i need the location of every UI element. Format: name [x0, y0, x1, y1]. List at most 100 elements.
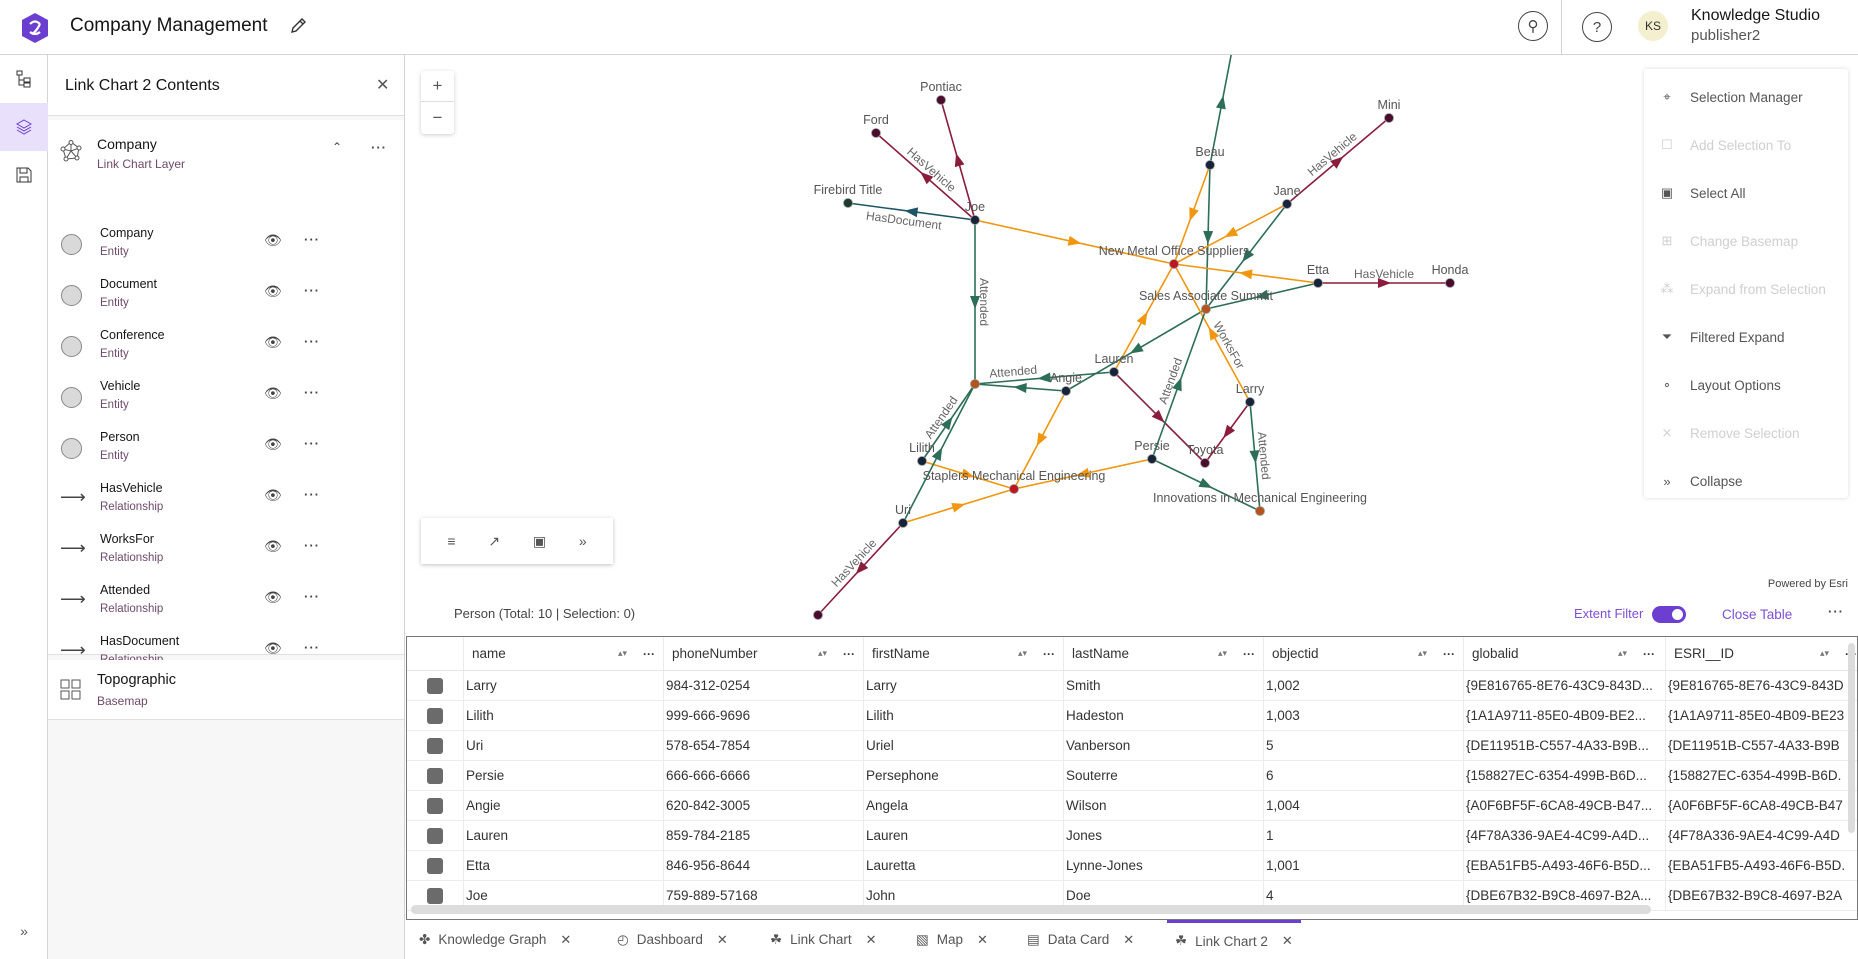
close-tab-icon[interactable]: ✕ — [1281, 933, 1293, 948]
edge-worksfor[interactable] — [974, 219, 1175, 265]
edge-attended[interactable] — [1205, 203, 1288, 310]
vertical-scrollbar[interactable] — [1848, 643, 1855, 833]
row-checkbox[interactable] — [427, 708, 443, 724]
close-table-button[interactable]: Close Table — [1722, 607, 1793, 622]
sort-icon[interactable]: ▴▾ — [1217, 648, 1227, 658]
node-conference[interactable]: Sales Associate Summit — [1139, 289, 1274, 314]
node-person[interactable]: Angie — [1050, 371, 1082, 396]
column-options-button[interactable]: ··· — [1443, 646, 1455, 661]
edge-attended[interactable] — [902, 383, 976, 524]
sort-icon[interactable]: ▴▾ — [1017, 648, 1027, 658]
row-checkbox[interactable] — [427, 768, 443, 784]
item-options-button[interactable]: ··· — [304, 538, 320, 553]
tab-dashboard[interactable]: ◴ Dashboard ✕ — [617, 920, 728, 959]
edge-worksfor[interactable] — [1013, 458, 1153, 490]
edge-worksfor[interactable] — [1173, 263, 1319, 284]
edge-hasvehicle[interactable] — [940, 99, 976, 221]
sort-icon[interactable]: ▴▾ — [1819, 648, 1829, 658]
eye-icon[interactable]: 👁︎ — [264, 589, 282, 605]
table-row[interactable]: Persie 666-666-6666 Persephone Souterre 6 {15… — [407, 761, 1857, 791]
node-person[interactable]: Joe — [965, 200, 985, 225]
item-options-button[interactable]: ··· — [304, 640, 320, 655]
node-vehicle[interactable]: Ford — [863, 113, 889, 138]
column-options-button[interactable]: ··· — [1043, 646, 1055, 661]
node-person[interactable]: Lilith — [909, 441, 935, 466]
collapse-layer-button[interactable]: ⌃ — [332, 140, 342, 154]
layer-item-attended[interactable]: ⟶ Attended Relationship 👁︎ ··· — [48, 577, 404, 627]
layer-item-company[interactable]: Company Entity 👁︎ ··· — [48, 220, 404, 270]
node-person[interactable]: Persie — [1134, 439, 1170, 464]
item-options-button[interactable]: ··· — [304, 334, 320, 349]
column-options-button[interactable]: ··· — [843, 646, 855, 661]
edge-worksfor[interactable] — [1113, 263, 1175, 373]
app-logo-icon[interactable] — [20, 12, 50, 44]
edge-attended[interactable] — [1205, 282, 1319, 310]
column-header-globalid[interactable]: globalid ▴▾ ··· — [1463, 637, 1663, 670]
node-person[interactable]: Etta — [1307, 263, 1329, 288]
menu-item-select-all[interactable]: ▣ Select All — [1644, 169, 1848, 217]
edge-worksfor[interactable] — [1173, 203, 1288, 265]
row-checkbox[interactable] — [427, 798, 443, 814]
row-checkbox[interactable] — [427, 888, 443, 904]
search-button[interactable]: ⚲ — [1518, 11, 1548, 41]
avatar[interactable]: KS — [1638, 11, 1668, 41]
close-panel-button[interactable]: ✕ — [376, 77, 390, 94]
node-vehicle[interactable]: Pontiac — [920, 80, 962, 105]
row-checkbox[interactable] — [427, 738, 443, 754]
node-vehicle[interactable]: Toyota — [1187, 443, 1224, 468]
close-tab-icon[interactable]: ✕ — [865, 931, 877, 947]
sort-icon[interactable]: ▴▾ — [1417, 648, 1427, 658]
eye-icon[interactable]: 👁︎ — [264, 283, 282, 299]
item-options-button[interactable]: ··· — [304, 589, 320, 604]
layer-options-button[interactable]: ··· — [371, 140, 387, 155]
help-button[interactable]: ? — [1582, 12, 1612, 42]
basemap-row[interactable]: Topographic Basemap — [48, 660, 404, 720]
layer-item-person[interactable]: Person Entity 👁︎ ··· — [48, 424, 404, 474]
column-header-objectid[interactable]: objectid ▴▾ ··· — [1263, 637, 1463, 670]
close-tab-icon[interactable]: ✕ — [716, 931, 728, 947]
edge-worksfor[interactable] — [921, 460, 1015, 490]
tab-link-chart-2[interactable]: ☘ Link Chart 2 ✕ — [1167, 920, 1301, 959]
link-chart-graph[interactable]: HasVehicle HasDocument Attended HasVehicle H… — [405, 55, 1858, 635]
close-tab-icon[interactable]: ✕ — [560, 931, 572, 947]
extent-filter-toggle[interactable] — [1652, 606, 1686, 623]
edge-attended[interactable] — [1203, 164, 1214, 310]
list-icon[interactable]: ≡ — [447, 533, 456, 549]
node-vehicle[interactable] — [813, 610, 823, 620]
node-person[interactable]: Jane — [1273, 184, 1301, 209]
table-row[interactable]: Angie 620-842-3005 Angela Wilson 1,004 {A0F6B… — [407, 791, 1857, 821]
node-person[interactable]: Beau — [1195, 145, 1225, 170]
rail-explore-button[interactable] — [0, 55, 48, 103]
edge-worksfor[interactable] — [1013, 390, 1067, 490]
rail-save-button[interactable] — [0, 151, 48, 199]
row-checkbox[interactable] — [427, 828, 443, 844]
menu-item-selection-manager[interactable]: ⌖ Selection Manager — [1644, 73, 1848, 121]
edge-hasvehicle[interactable] — [1204, 401, 1251, 464]
eye-icon[interactable]: 👁︎ — [264, 436, 282, 452]
edge-hasvehicle[interactable]: HasVehicle — [875, 132, 976, 221]
node-document[interactable]: Firebird Title — [814, 183, 883, 208]
chevrons-right-icon[interactable]: » — [578, 533, 587, 549]
node-company[interactable]: New Metal Office Suppliers — [1099, 244, 1250, 269]
select-area-icon[interactable]: ▣ — [532, 532, 547, 549]
edge-hasvehicle[interactable] — [1113, 371, 1206, 464]
menu-item-collapse[interactable]: » Collapse — [1644, 457, 1848, 505]
node-conference[interactable] — [970, 379, 980, 389]
column-options-button[interactable]: ··· — [1243, 646, 1255, 661]
rail-layers-button[interactable] — [0, 103, 48, 151]
node-person[interactable]: Uri — [895, 503, 911, 528]
table-row[interactable]: Lauren 859-784-2185 Lauren Jones 1 {4F78A336-… — [407, 821, 1857, 851]
sort-icon[interactable]: ▴▾ — [817, 648, 827, 658]
eye-icon[interactable]: 👁︎ — [264, 640, 282, 656]
sort-icon[interactable]: ▴▾ — [617, 648, 627, 658]
pencil-icon[interactable] — [288, 16, 308, 36]
edge-attended[interactable] — [1065, 308, 1207, 392]
tab-data-card[interactable]: ▤ Data Card ✕ — [1027, 920, 1134, 959]
edge-attended[interactable]: Attended — [974, 363, 1115, 385]
column-header-lastname[interactable]: lastName ▴▾ ··· — [1063, 637, 1263, 670]
edge-worksfor[interactable] — [1173, 164, 1211, 265]
tab-map[interactable]: ▧ Map ✕ — [916, 920, 988, 959]
layer-item-conference[interactable]: Conference Entity 👁︎ ··· — [48, 322, 404, 372]
column-options-button[interactable]: ··· — [643, 646, 655, 661]
edge-hasdocument[interactable]: HasDocument — [847, 202, 976, 233]
